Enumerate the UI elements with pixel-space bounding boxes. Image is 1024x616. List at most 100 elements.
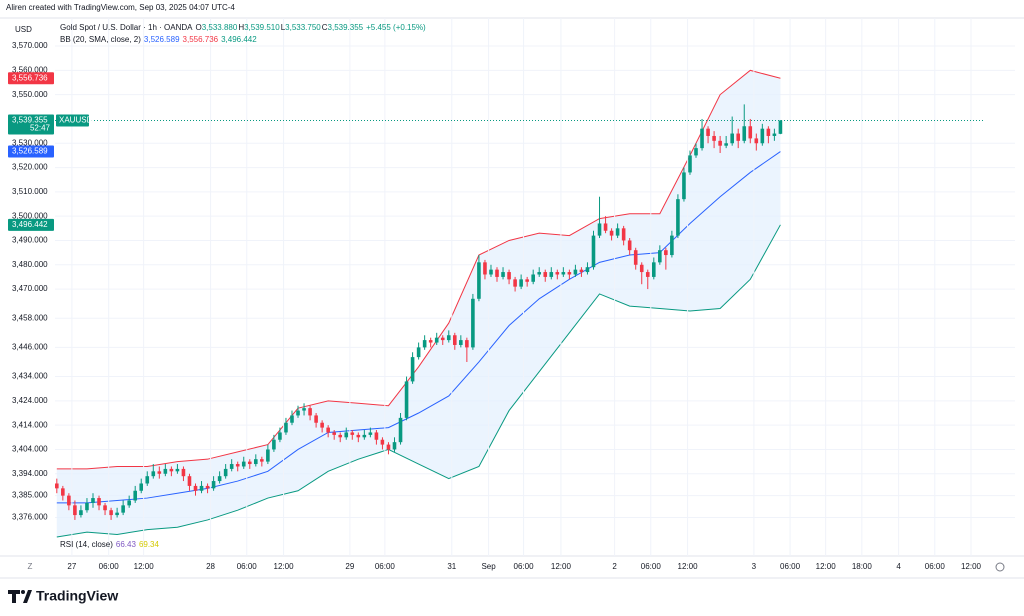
- candle-body: [79, 510, 83, 516]
- candle-body: [525, 279, 529, 282]
- candle-body: [260, 459, 264, 462]
- x-tick-label: 2: [612, 562, 617, 571]
- x-tick-label: 12:00: [134, 562, 155, 571]
- brand: TradingView: [36, 588, 118, 604]
- candle-body: [452, 335, 457, 345]
- candle-body: [543, 272, 548, 277]
- x-tick-label: 12:00: [274, 562, 295, 571]
- candle-body: [603, 223, 608, 231]
- candle-body: [591, 235, 596, 268]
- ohlc-key: H: [238, 23, 244, 32]
- candle-body: [422, 340, 427, 348]
- candle-body: [670, 235, 674, 256]
- y-tick-label: 3,530.000: [12, 138, 48, 147]
- price-tag: [8, 145, 54, 158]
- candle-body: [109, 510, 113, 516]
- candle-body: [700, 128, 704, 149]
- ohlc-key: C: [322, 23, 328, 32]
- candle-body: [241, 461, 246, 467]
- candle-body: [645, 272, 650, 277]
- candle-body: [471, 298, 475, 348]
- candle-body: [362, 434, 367, 438]
- candle-body: [211, 481, 216, 489]
- x-tick-label: 12:00: [816, 562, 837, 571]
- candle-body: [157, 471, 162, 474]
- y-tick-label: 3,520.000: [12, 163, 48, 172]
- x-tick-label: 4: [896, 562, 901, 571]
- x-tick-label: 31: [447, 562, 456, 571]
- candle-body: [531, 274, 535, 282]
- x-tick-label: 06:00: [925, 562, 946, 571]
- candle-body: [428, 340, 433, 343]
- credit: Aliren created with TradingView.com, Sep…: [6, 3, 235, 12]
- price-change: +5.455 (+0.15%): [366, 23, 426, 32]
- candle-body: [573, 269, 578, 275]
- candle-body: [356, 434, 361, 438]
- price-tag-label: 3,496.442: [12, 220, 48, 229]
- y-tick-label: 3,404.000: [12, 445, 48, 454]
- candle-body: [440, 337, 445, 341]
- candle-body: [163, 468, 168, 474]
- candle-body: [320, 422, 324, 428]
- candle-body: [495, 269, 499, 277]
- candle-body: [55, 483, 59, 489]
- candle-body: [284, 422, 288, 433]
- candle-body: [308, 408, 312, 416]
- x-tick-label: 06:00: [375, 562, 396, 571]
- price-tag: [8, 72, 54, 85]
- ohlc-value: 3,539.510: [244, 23, 280, 32]
- y-tick-label: 3,376.000: [12, 513, 48, 522]
- candle-body: [326, 427, 330, 433]
- candle-body: [724, 143, 728, 146]
- rsi-value: 69.34: [139, 540, 160, 549]
- candle-body: [404, 381, 409, 418]
- candle-body: [223, 468, 228, 477]
- settings-icon[interactable]: [995, 562, 1005, 572]
- ohlc-key: O: [196, 23, 202, 32]
- candle-body: [706, 128, 710, 136]
- candle-body: [229, 464, 234, 469]
- candle-body: [374, 432, 379, 440]
- x-tick-label: 06:00: [237, 562, 258, 571]
- x-tick-label: 27: [67, 562, 76, 571]
- candle-body: [290, 415, 294, 423]
- candle-body: [772, 133, 777, 136]
- candle-body: [193, 485, 198, 491]
- y-tick-label: 3,510.000: [12, 187, 48, 196]
- y-tick-label: 3,424.000: [12, 396, 48, 405]
- bb-line: [56, 69, 781, 470]
- candle-body: [127, 500, 131, 506]
- x-tick-label: 06:00: [780, 562, 801, 571]
- candle-body: [133, 490, 138, 501]
- candle-body: [344, 432, 349, 438]
- y-tick-label: 3,434.000: [12, 372, 48, 381]
- zoom-button[interactable]: Z: [28, 562, 33, 571]
- ohlc-key: L: [281, 23, 286, 32]
- candle-body: [507, 272, 511, 280]
- y-tick-label: 3,490.000: [12, 236, 48, 245]
- candle-body: [187, 476, 192, 486]
- y-tick-label: 3,385.000: [12, 491, 48, 500]
- candle-body: [398, 417, 403, 443]
- candle-body: [477, 262, 481, 299]
- candle-body: [338, 434, 343, 438]
- candle-body: [754, 138, 759, 144]
- candle-body: [217, 476, 222, 482]
- candle-body: [115, 512, 119, 516]
- candle-body: [266, 449, 270, 462]
- currency: USD: [15, 25, 32, 34]
- candle-body: [181, 468, 186, 477]
- candle-body: [139, 483, 144, 491]
- x-tick-label: 06:00: [99, 562, 120, 571]
- candle-body: [766, 128, 771, 136]
- candle-body: [633, 250, 638, 265]
- candle-body: [61, 488, 65, 496]
- candle-body: [519, 279, 523, 287]
- candle-body: [392, 442, 397, 450]
- candle-body: [85, 502, 89, 511]
- candle-body: [609, 230, 614, 236]
- price-tag-label: 3,556.736: [12, 73, 48, 82]
- candle-body: [350, 432, 355, 435]
- candle-body: [736, 133, 741, 141]
